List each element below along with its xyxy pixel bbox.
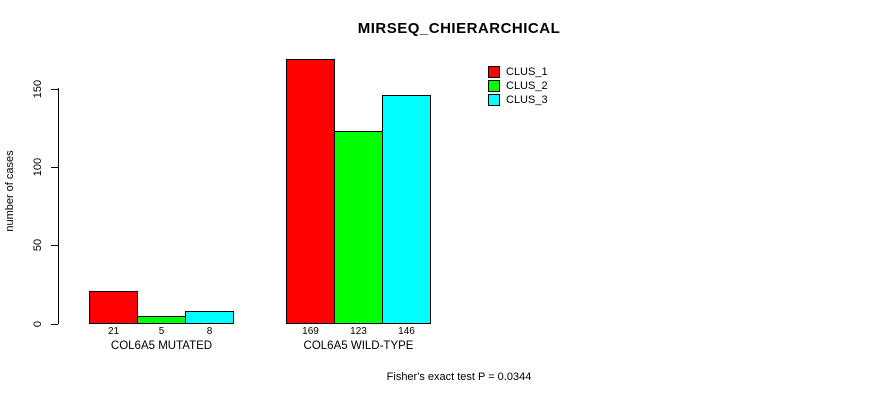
bar-clus_1 — [286, 59, 335, 324]
bar-value-label: 169 — [302, 326, 319, 337]
footnote: Fisher's exact test P = 0.0344 — [386, 371, 532, 383]
y-axis-title: number of cases — [4, 150, 16, 232]
bar-value-label: 21 — [107, 326, 120, 337]
bar-clus_3 — [382, 95, 431, 324]
x-category-label: COL6A5 MUTATED — [110, 340, 213, 352]
x-category-label: COL6A5 WILD-TYPE — [303, 340, 414, 352]
y-axis-line — [58, 88, 59, 324]
y-axis-tick — [51, 89, 58, 90]
bar-clus_2 — [334, 131, 383, 324]
y-axis-tick-label: 0 — [32, 320, 44, 328]
bar-clus_2 — [137, 316, 186, 324]
legend-swatch-clus_3 — [488, 94, 500, 106]
bar-value-label: 146 — [398, 326, 415, 337]
bar-value-label: 8 — [206, 326, 213, 337]
bar-clus_1 — [89, 291, 138, 324]
bar-clus_3 — [185, 311, 234, 324]
y-axis-tick — [51, 245, 58, 246]
legend-item: CLUS_3 — [488, 94, 548, 106]
y-axis-tick — [51, 167, 58, 168]
y-axis-tick-label: 150 — [32, 79, 44, 99]
legend-label: CLUS_1 — [506, 66, 548, 78]
bar-value-label: 123 — [350, 326, 367, 337]
legend-item: CLUS_1 — [488, 66, 548, 78]
legend-label: CLUS_2 — [506, 80, 548, 92]
y-axis-tick-label: 50 — [32, 238, 44, 252]
legend-item: CLUS_2 — [488, 80, 548, 92]
chart-title: MIRSEQ_CHIERARCHICAL — [357, 20, 561, 37]
bar-value-label: 5 — [158, 326, 165, 337]
y-axis-tick — [51, 324, 58, 325]
legend-swatch-clus_1 — [488, 66, 500, 78]
y-axis-tick-label: 100 — [32, 157, 44, 177]
legend-label: CLUS_3 — [506, 94, 548, 106]
legend-swatch-clus_2 — [488, 80, 500, 92]
